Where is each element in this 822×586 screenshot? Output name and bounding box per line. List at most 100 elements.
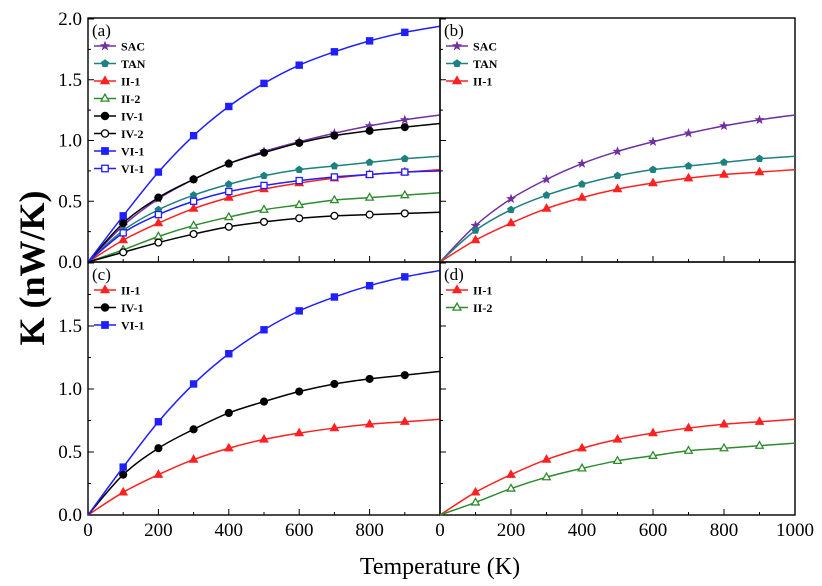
circle-marker	[100, 111, 110, 121]
x-tick-label: 400	[215, 520, 244, 541]
triangle-marker	[399, 416, 410, 425]
star-marker	[451, 40, 463, 51]
pentagon-marker	[720, 158, 728, 166]
plot-frame	[439, 261, 796, 516]
legend-label: VI-1	[121, 162, 144, 176]
y-tick-label: 1.5	[58, 316, 82, 337]
pentagon-marker	[578, 180, 586, 188]
circle-marker	[259, 397, 269, 406]
legend-label: VI-1	[121, 145, 144, 159]
panel-b: (b) SAC TAN II-1	[439, 17, 796, 263]
circle-marker	[119, 248, 128, 257]
circle-marker	[154, 193, 163, 202]
circle-marker	[154, 444, 163, 453]
pentagon-marker	[684, 161, 693, 170]
star-marker	[541, 174, 552, 184]
star-marker	[577, 158, 587, 168]
triangle-marker	[754, 416, 765, 425]
triangle-marker	[612, 455, 623, 464]
triangle-marker	[541, 203, 552, 212]
legend-label: II-1	[473, 284, 492, 298]
panel-d: 0 200 400 600 800 1000 (d) II-1 II-2	[435, 261, 814, 541]
star-marker	[754, 114, 765, 125]
circle-marker	[295, 387, 304, 396]
triangle-marker	[683, 172, 694, 182]
square-marker	[260, 181, 268, 190]
square-marker	[365, 281, 374, 290]
square-marker	[295, 176, 303, 185]
triangle-marker	[99, 75, 111, 85]
square-marker	[330, 173, 339, 181]
circle-marker	[100, 303, 110, 312]
star-marker	[683, 128, 694, 138]
series-line	[87, 192, 441, 263]
series-line	[87, 418, 441, 516]
triangle-marker	[223, 442, 234, 452]
pentagon-marker	[189, 191, 198, 199]
y-tick-label: 2.0	[58, 9, 82, 30]
x-tick-label: 800	[710, 520, 739, 541]
triangle-marker	[648, 450, 658, 459]
circle-marker	[295, 138, 304, 147]
circle-marker	[330, 379, 339, 389]
triangle-marker	[188, 220, 199, 229]
triangle-marker	[648, 427, 658, 437]
square-marker	[295, 61, 303, 69]
legend-label: II-2	[473, 301, 492, 315]
plot-frame	[439, 17, 796, 263]
square-marker	[365, 170, 374, 179]
circle-marker	[330, 211, 339, 220]
y-tick-label: 0.0	[58, 505, 82, 526]
triangle-marker	[612, 433, 623, 443]
circle-marker	[100, 129, 110, 138]
square-marker	[119, 212, 127, 220]
star-marker	[99, 40, 111, 51]
pentagon-marker	[224, 180, 233, 188]
triangle-marker	[683, 422, 694, 432]
legend-label: II-1	[121, 284, 140, 298]
square-marker	[154, 168, 163, 176]
legend-label: SAC	[473, 40, 497, 54]
y-tick-label: 1.5	[58, 70, 82, 91]
triangle-marker	[259, 204, 269, 213]
circle-marker	[189, 229, 198, 239]
square-marker	[365, 37, 374, 45]
legend-label: SAC	[121, 40, 145, 54]
triangle-marker	[541, 471, 552, 481]
star-marker	[648, 136, 658, 146]
square-marker	[189, 131, 198, 140]
circle-marker	[189, 425, 198, 434]
series-line	[439, 168, 796, 263]
triangle-marker	[364, 192, 375, 201]
square-marker	[154, 418, 163, 426]
triangle-marker	[118, 486, 129, 496]
square-marker	[225, 102, 233, 111]
pentagon-marker	[613, 171, 622, 180]
triangle-marker	[683, 445, 694, 454]
triangle-marker	[294, 199, 305, 209]
pentagon-marker	[452, 59, 462, 67]
triangle-marker	[577, 462, 587, 472]
pentagon-marker	[507, 205, 515, 214]
legend-label: VI-1	[121, 319, 144, 333]
square-marker	[330, 48, 339, 56]
star-marker	[399, 114, 410, 125]
legend-label: TAN	[121, 57, 146, 71]
x-tick-label: 600	[639, 520, 668, 541]
legend-label: II-2	[121, 92, 140, 106]
panels-layer: 0.0 0.5 1.0 1.5 2.0 (a) SAC TAN II-1 II-2 IV-1 IV-2…	[58, 9, 814, 541]
pentagon-marker	[542, 191, 551, 199]
circle-marker	[365, 210, 374, 219]
pentagon-marker	[100, 59, 110, 67]
triangle-marker	[399, 189, 410, 199]
star-marker	[506, 193, 516, 204]
triangle-marker	[754, 440, 765, 449]
triangle-marker	[223, 192, 234, 201]
square-marker	[260, 79, 268, 88]
x-tick-label: 800	[355, 520, 384, 541]
pentagon-marker	[330, 161, 339, 170]
pentagon-marker	[295, 165, 304, 173]
x-tick-label: 400	[568, 520, 597, 541]
circle-marker	[365, 126, 374, 135]
